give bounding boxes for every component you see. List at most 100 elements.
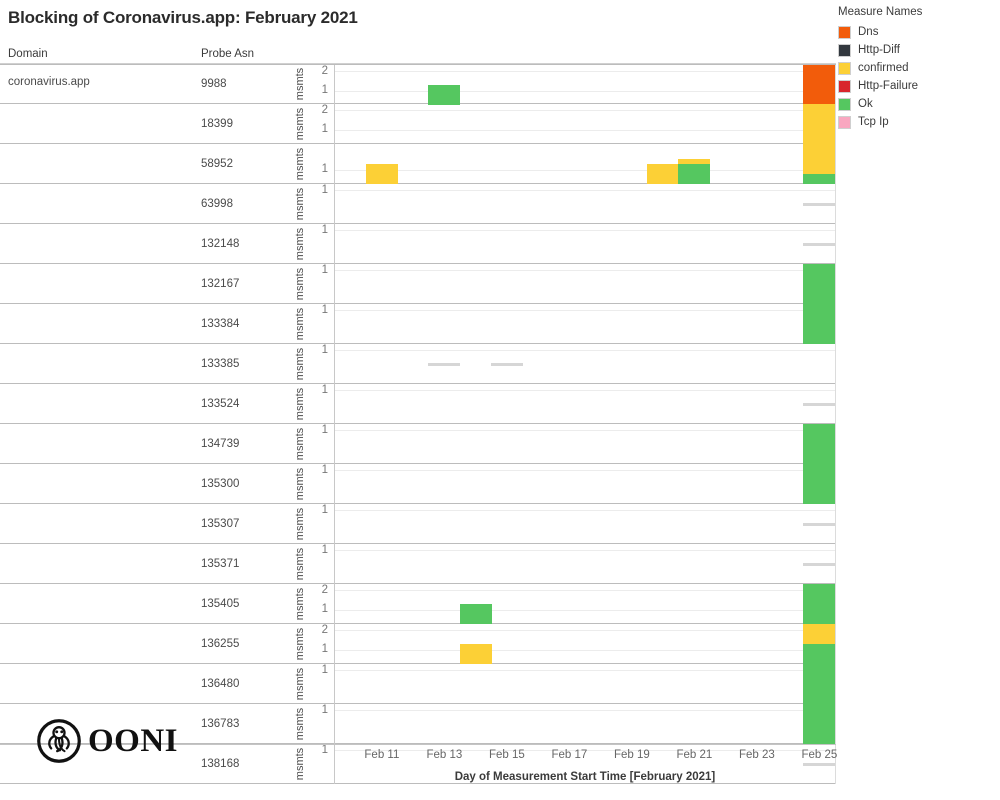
bar-segment[interactable] — [803, 104, 836, 144]
plot-left-divider — [334, 104, 335, 144]
legend-swatch-icon — [838, 79, 851, 93]
plot-left-divider — [334, 184, 335, 224]
bar-segment[interactable] — [459, 644, 492, 664]
y-axis-ticks: 1 — [300, 744, 330, 784]
plot-left-divider — [334, 344, 335, 384]
bar-stack[interactable] — [803, 704, 836, 744]
plot-right-divider — [835, 344, 836, 384]
y-tick-label: 1 — [321, 264, 328, 276]
gridline — [335, 430, 835, 431]
bar-segment[interactable] — [803, 144, 836, 174]
bar-segment[interactable] — [803, 644, 836, 664]
legend-item[interactable]: confirmed — [838, 59, 996, 77]
panel-row: 135300 msmts 1 — [0, 464, 836, 504]
bar-segment[interactable] — [803, 624, 836, 644]
y-axis-ticks: 1 — [300, 144, 330, 184]
plot-left-divider — [334, 464, 335, 504]
probe-asn-label: 132167 — [201, 277, 240, 290]
zero-value-marker — [490, 363, 523, 366]
plot-left-divider — [334, 584, 335, 624]
bar-stack[interactable] — [428, 85, 461, 105]
plot-right-divider — [835, 704, 836, 744]
y-tick-label: 2 — [321, 584, 328, 596]
y-tick-label: 1 — [321, 304, 328, 316]
legend-swatch-icon — [838, 61, 851, 75]
plot-right-divider — [835, 144, 836, 184]
probe-asn-label: 133385 — [201, 357, 240, 370]
probe-asn-label: 9988 — [201, 78, 227, 90]
bar-segment[interactable] — [365, 164, 398, 184]
legend-label: Dns — [858, 26, 879, 38]
x-tick-label: Feb 23 — [738, 749, 775, 761]
bar-stack[interactable] — [365, 164, 398, 184]
bar-stack[interactable] — [803, 584, 836, 624]
bar-segment[interactable] — [647, 164, 680, 184]
bar-segment[interactable] — [803, 264, 836, 304]
probe-asn-label: 138168 — [201, 757, 240, 770]
gridline — [335, 550, 835, 551]
bar-segment[interactable] — [803, 704, 836, 744]
panel-row: 133385 msmts 1 — [0, 344, 836, 384]
bar-stack[interactable] — [803, 624, 836, 664]
zero-value-marker — [803, 203, 836, 206]
legend-item[interactable]: Http-Diff — [838, 41, 996, 59]
probe-asn-label: 136255 — [201, 637, 240, 650]
y-tick-label: 1 — [321, 344, 328, 356]
bar-stack[interactable] — [803, 65, 836, 105]
x-tick-label: Feb 11 — [364, 749, 400, 761]
bar-stack[interactable] — [459, 604, 492, 624]
bar-segment[interactable] — [803, 424, 836, 464]
panel-row: 135307 msmts 1 — [0, 504, 836, 544]
y-axis-ticks: 1 — [300, 504, 330, 544]
plot-area — [335, 184, 836, 224]
bar-segment[interactable] — [459, 604, 492, 624]
bar-stack[interactable] — [803, 464, 836, 504]
bar-stack[interactable] — [803, 264, 836, 304]
plot-left-divider — [334, 664, 335, 704]
panel-row: 132167 msmts 1 — [0, 264, 836, 304]
bar-segment[interactable] — [803, 174, 836, 184]
bar-segment[interactable] — [803, 464, 836, 504]
gridline — [335, 91, 835, 92]
y-tick-label: 1 — [321, 704, 328, 716]
probe-asn-label: 133524 — [201, 397, 240, 410]
bar-segment[interactable] — [803, 584, 836, 624]
y-axis-ticks: 1 — [300, 664, 330, 704]
probe-asn-label: 136783 — [201, 717, 240, 730]
bar-segment[interactable] — [678, 164, 711, 184]
zero-value-marker — [428, 363, 461, 366]
gridline — [335, 350, 835, 351]
panel-row: 136255 msmts 1 2 — [0, 624, 836, 664]
legend-swatch-icon — [838, 25, 851, 39]
gridline — [335, 710, 835, 711]
legend-label: Http-Failure — [858, 80, 919, 92]
legend-item[interactable]: Ok — [838, 95, 996, 113]
bar-segment[interactable] — [803, 664, 836, 704]
plot-area — [335, 424, 836, 464]
bar-stack[interactable] — [803, 304, 836, 344]
bar-stack[interactable] — [459, 644, 492, 664]
bar-segment[interactable] — [678, 159, 711, 164]
x-tick-label: Feb 13 — [426, 749, 463, 761]
plot-right-divider — [835, 544, 836, 584]
bar-stack[interactable] — [803, 104, 836, 144]
bar-stack[interactable] — [803, 144, 836, 184]
bar-segment[interactable] — [428, 85, 461, 105]
probe-asn-label: 63998 — [201, 197, 233, 210]
legend-item[interactable]: Http-Failure — [838, 77, 996, 95]
bar-stack[interactable] — [678, 159, 711, 184]
y-tick-label: 1 — [321, 123, 328, 135]
bar-stack[interactable] — [647, 164, 680, 184]
probe-asn-label: 135371 — [201, 557, 240, 570]
bar-stack[interactable] — [803, 664, 836, 704]
bar-segment[interactable] — [803, 304, 836, 344]
probe-asn-label: 135300 — [201, 477, 240, 490]
bar-segment[interactable] — [803, 65, 836, 105]
plot-right-divider — [835, 304, 836, 344]
y-axis-ticks: 1 — [300, 184, 330, 224]
legend-item[interactable]: Tcp Ip — [838, 113, 996, 131]
bar-stack[interactable] — [803, 424, 836, 464]
legend-item[interactable]: Dns — [838, 23, 996, 41]
